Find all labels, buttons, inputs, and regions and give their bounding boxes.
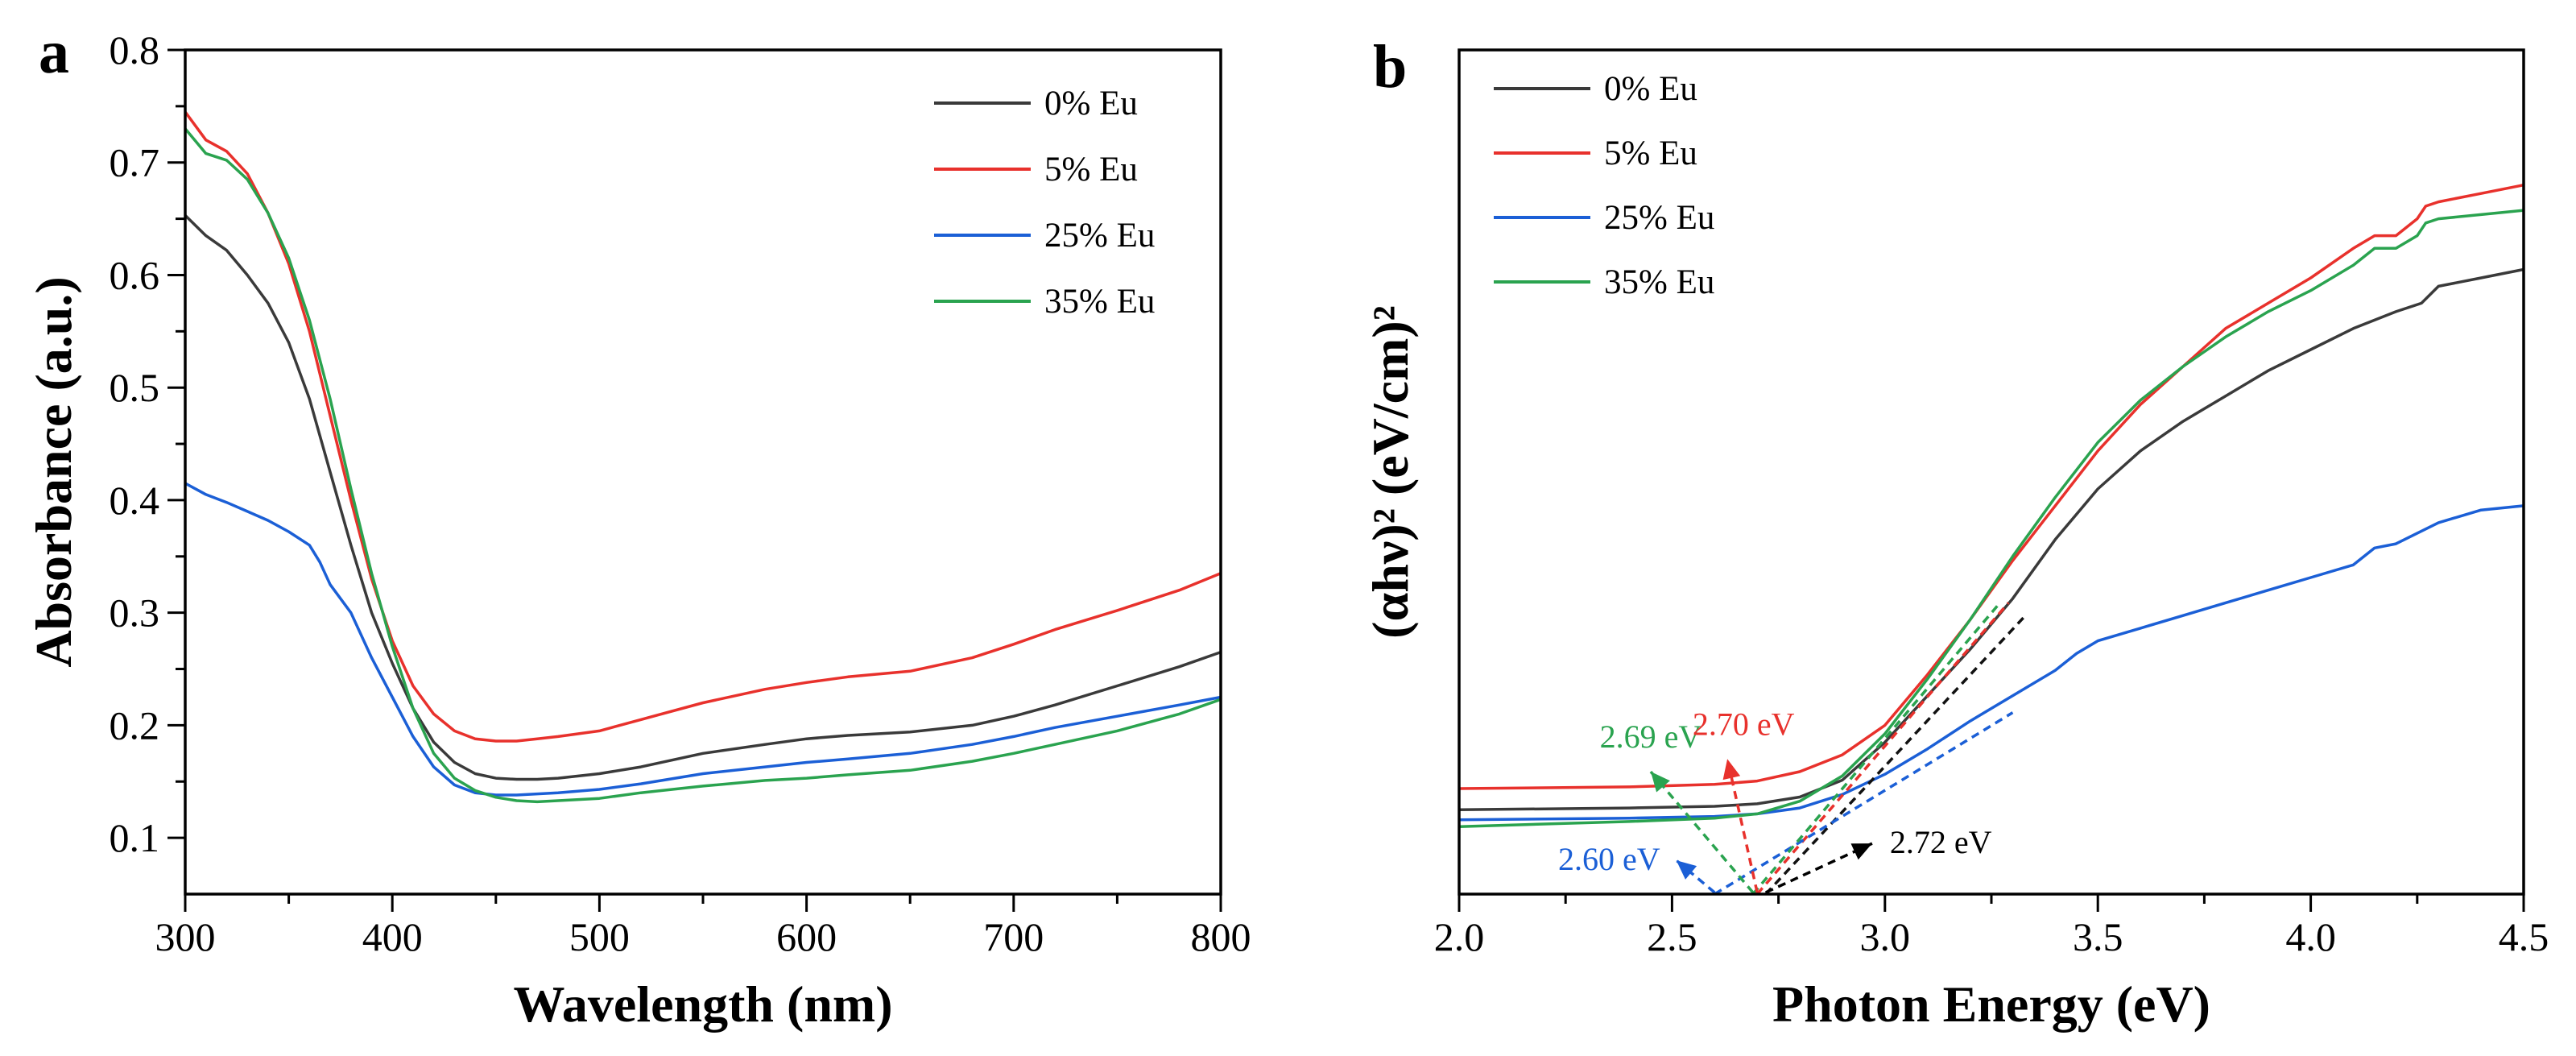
panel-a-x-tick-label: 300 <box>155 914 216 959</box>
panel-a-legend-label: 5% Eu <box>1044 151 1138 188</box>
panel-b-tangent-line <box>1714 711 2014 896</box>
panel-a-x-tick-label: 500 <box>569 914 630 959</box>
panel-b-legend-label: 25% Eu <box>1604 199 1714 237</box>
panel-b-annotation-label: 2.60 eV <box>1558 841 1660 877</box>
panel-b-ticks <box>1458 894 2525 912</box>
panel-a: a 300 400 500 600 700 800 0.1 0.2 0.3 0.4 0.5 0.6 0.… <box>25 19 1251 1033</box>
panel-a-x-tick-label: 700 <box>983 914 1044 959</box>
panel-b-tangent-line <box>1764 614 2027 896</box>
panel-b-annotation-label: 2.72 eV <box>1890 824 1992 860</box>
panel-a-series-line-0pct-eu <box>184 214 1222 781</box>
panel-b-tangent-lines <box>1714 602 2027 896</box>
panel-a-x-tick-label: 800 <box>1191 914 1251 959</box>
panel-a-series <box>184 110 1222 804</box>
panel-b-x-tick-label: 4.5 <box>2499 914 2549 959</box>
panel-b-tangent-line <box>1751 602 2001 896</box>
panel-b-annotation-arrow <box>1726 758 1759 893</box>
panel-a-y-tick-label: 0.5 <box>110 365 160 410</box>
panel-b-annotation-arrowhead <box>1850 843 1872 860</box>
panel-a-legend-label: 35% Eu <box>1044 283 1155 321</box>
panel-b-annotation-arrowhead <box>1676 860 1697 880</box>
panel-a-x-tick-label: 400 <box>362 914 423 959</box>
panel-a-series-line-35pct-eu <box>184 127 1222 804</box>
panel-a-y-axis-title: Absorbance (a.u.) <box>25 276 82 667</box>
panel-a-x-axis-title: Wavelength (nm) <box>513 975 892 1033</box>
panel-a-y-tick-label: 0.7 <box>110 140 160 185</box>
panel-a-y-tick-label: 0.6 <box>110 252 160 297</box>
panel-b-tick-labels: 2.0 2.5 3.0 3.5 4.0 4.5 <box>1434 914 2549 959</box>
panel-a-ticks <box>167 48 1222 912</box>
panel-b-y-axis-title: (αhν)² (eV/cm)² <box>1362 305 1419 639</box>
panel-a-x-tick-label: 600 <box>776 914 837 959</box>
panel-b-x-tick-label: 3.5 <box>2073 914 2123 959</box>
panel-b-annotation-arrowhead <box>1651 772 1670 793</box>
panel-b-label: b <box>1373 33 1407 101</box>
panel-b-series-line-25pct-eu <box>1458 504 2524 822</box>
panel-b: b 2.69 eV2.70 eV 2.60 eV 2.72 eV 2.0 2.5 3.0… <box>1362 33 2549 1033</box>
panel-b-legend-label: 35% Eu <box>1604 263 1714 301</box>
panel-b-annotation-label: 2.70 eV <box>1693 706 1795 742</box>
panel-a-y-tick-label: 0.1 <box>110 815 160 860</box>
panel-b-series-line-5pct-eu <box>1458 183 2524 790</box>
panel-b-legend-label: 0% Eu <box>1604 70 1697 108</box>
panel-b-legend-label: 5% Eu <box>1604 135 1697 172</box>
panel-b-annotation-label: 2.69 eV <box>1600 718 1702 755</box>
panel-b-legend: 0% Eu 5% Eu 25% Eu 35% Eu <box>1494 70 1714 301</box>
panel-b-x-tick-label: 3.0 <box>1860 914 1911 959</box>
panel-a-legend: 0% Eu 5% Eu 25% Eu 35% Eu <box>934 85 1155 321</box>
panel-b-annotation-arrow <box>1765 842 1873 894</box>
panel-a-legend-label: 25% Eu <box>1044 217 1155 255</box>
panel-b-x-tick-label: 2.0 <box>1434 914 1485 959</box>
panel-b-series-line-35pct-eu <box>1458 209 2524 828</box>
panel-b-x-tick-label: 2.5 <box>1647 914 1697 959</box>
panel-a-series-line-25pct-eu <box>184 482 1222 797</box>
panel-b-plot-frame <box>1458 48 2525 896</box>
panel-a-y-tick-label: 0.8 <box>110 27 160 72</box>
panel-b-annotations: 2.69 eV2.70 eV 2.60 eV 2.72 eV <box>1558 706 1992 894</box>
panel-b-annotation-arrow <box>1649 770 1755 894</box>
panel-b-tangent-line <box>1755 602 2010 896</box>
panel-a-y-tick-label: 0.2 <box>110 702 160 747</box>
panel-a-tick-labels: 300 400 500 600 700 800 0.1 0.2 0.3 0.4 0.5 0.6 0.7 0… <box>110 27 1251 959</box>
panel-a-legend-label: 0% Eu <box>1044 85 1138 122</box>
panel-b-annotation-arrowhead <box>1722 759 1741 781</box>
panel-b-series-line-0pct-eu <box>1458 267 2524 811</box>
panel-b-series <box>1458 183 2524 828</box>
panel-a-series-line-5pct-eu <box>184 110 1222 743</box>
panel-a-y-tick-label: 0.4 <box>110 478 160 523</box>
panel-b-x-axis-title: Photon Energy (eV) <box>1772 975 2210 1033</box>
panel-a-label: a <box>39 19 69 86</box>
panel-b-x-tick-label: 4.0 <box>2285 914 2336 959</box>
panel-a-y-tick-label: 0.3 <box>110 590 160 636</box>
